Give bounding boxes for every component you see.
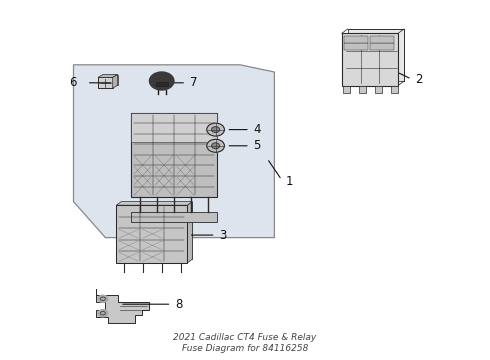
FancyBboxPatch shape: [131, 112, 217, 197]
FancyBboxPatch shape: [131, 211, 217, 222]
FancyBboxPatch shape: [156, 82, 168, 86]
Text: 8: 8: [175, 298, 183, 311]
FancyBboxPatch shape: [391, 85, 398, 94]
Polygon shape: [187, 202, 192, 263]
FancyBboxPatch shape: [103, 75, 118, 85]
FancyBboxPatch shape: [344, 44, 368, 50]
Polygon shape: [96, 289, 149, 323]
Text: 5: 5: [253, 139, 261, 152]
Text: 7: 7: [190, 76, 197, 89]
FancyBboxPatch shape: [359, 85, 366, 94]
FancyBboxPatch shape: [375, 85, 382, 94]
FancyBboxPatch shape: [344, 36, 368, 43]
FancyBboxPatch shape: [98, 77, 113, 88]
Polygon shape: [117, 202, 192, 205]
Circle shape: [207, 123, 224, 136]
Text: 2: 2: [416, 73, 423, 86]
Circle shape: [149, 72, 174, 90]
Circle shape: [212, 127, 220, 132]
Circle shape: [98, 295, 108, 302]
FancyBboxPatch shape: [117, 205, 187, 263]
FancyBboxPatch shape: [343, 85, 350, 94]
Circle shape: [98, 310, 108, 317]
FancyBboxPatch shape: [370, 44, 394, 50]
FancyBboxPatch shape: [122, 202, 192, 259]
FancyBboxPatch shape: [131, 112, 217, 142]
Text: 2021 Cadillac CT4 Fuse & Relay
Fuse Diagram for 84116258: 2021 Cadillac CT4 Fuse & Relay Fuse Diag…: [173, 333, 317, 353]
Polygon shape: [74, 65, 274, 238]
Polygon shape: [113, 75, 118, 88]
Circle shape: [212, 143, 220, 149]
Text: 3: 3: [219, 229, 226, 242]
Circle shape: [207, 139, 224, 152]
FancyBboxPatch shape: [342, 33, 398, 85]
Text: 1: 1: [285, 175, 293, 188]
Text: 4: 4: [253, 123, 261, 136]
Text: 6: 6: [70, 76, 77, 89]
FancyBboxPatch shape: [348, 29, 404, 81]
FancyBboxPatch shape: [370, 36, 394, 43]
Polygon shape: [98, 75, 118, 77]
